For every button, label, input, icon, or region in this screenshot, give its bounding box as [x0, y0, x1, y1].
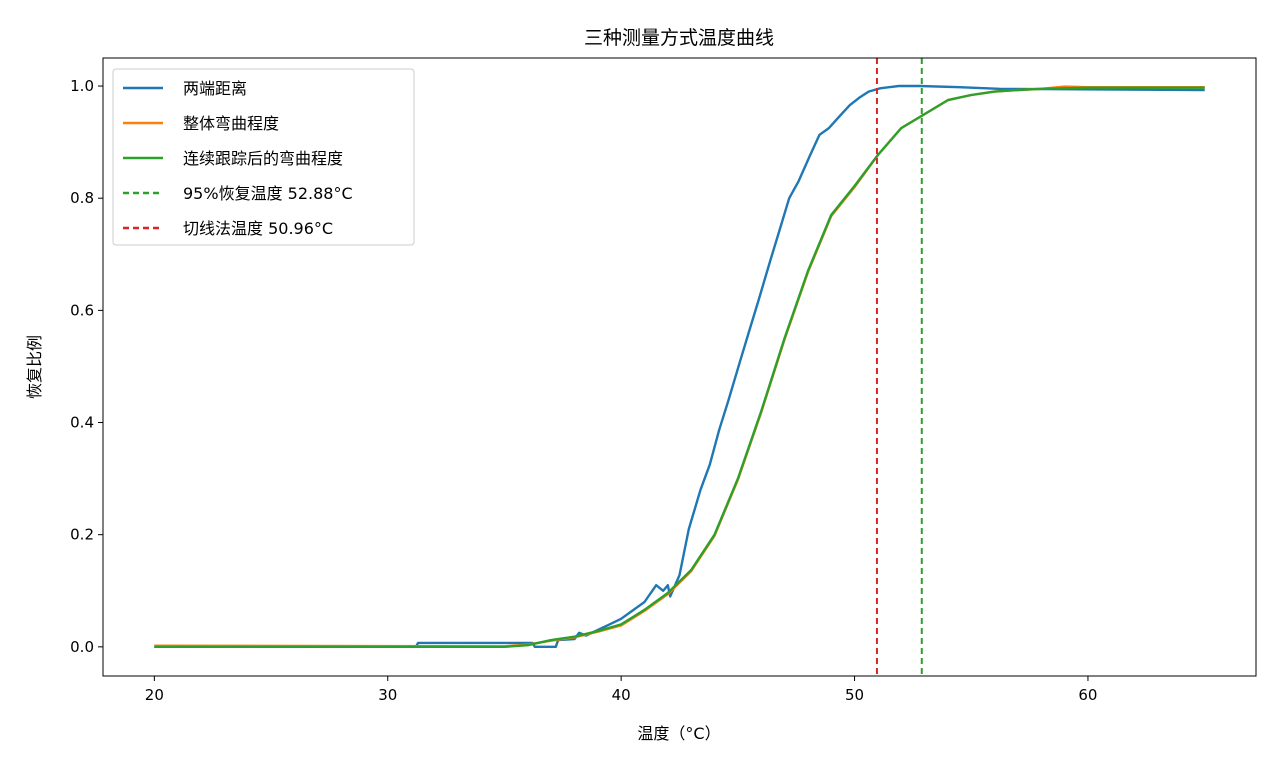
x-tick-label: 20: [145, 686, 164, 704]
legend-box: [112, 68, 415, 246]
x-tick-label: 40: [612, 686, 631, 704]
y-axis-label: 恢复比例: [25, 335, 44, 399]
chart-title: 三种测量方式温度曲线: [584, 27, 774, 49]
legend-label: 两端距离: [183, 79, 247, 98]
legend-label: 连续跟踪后的弯曲程度: [183, 149, 343, 168]
y-tick-label: 0.2: [70, 526, 94, 544]
series-line-2: [154, 86, 1205, 648]
axes-frame: [102, 57, 1257, 677]
x-tick-label: 30: [378, 686, 397, 704]
y-tick-label: 0.0: [70, 638, 94, 656]
y-tick-label: 1.0: [70, 77, 94, 95]
legend-label: 切线法温度 50.96°C: [183, 219, 333, 238]
y-axis: 0.0 0.2 0.4 0.6 0.8 1.0: [70, 77, 103, 656]
x-tick-label: 60: [1078, 686, 1097, 704]
x-tick-label: 50: [845, 686, 864, 704]
legend-label: 95%恢复温度 52.88°C: [183, 184, 353, 203]
y-tick-label: 0.8: [70, 189, 94, 207]
y-tick-label: 0.6: [70, 301, 94, 319]
y-tick-label: 0.4: [70, 414, 94, 432]
x-axis: 20 30 40 50 60: [145, 676, 1097, 704]
legend-label: 整体弯曲程度: [183, 114, 279, 133]
plot-area: [154, 58, 1205, 676]
x-axis-label: 温度（°C）: [637, 724, 720, 743]
